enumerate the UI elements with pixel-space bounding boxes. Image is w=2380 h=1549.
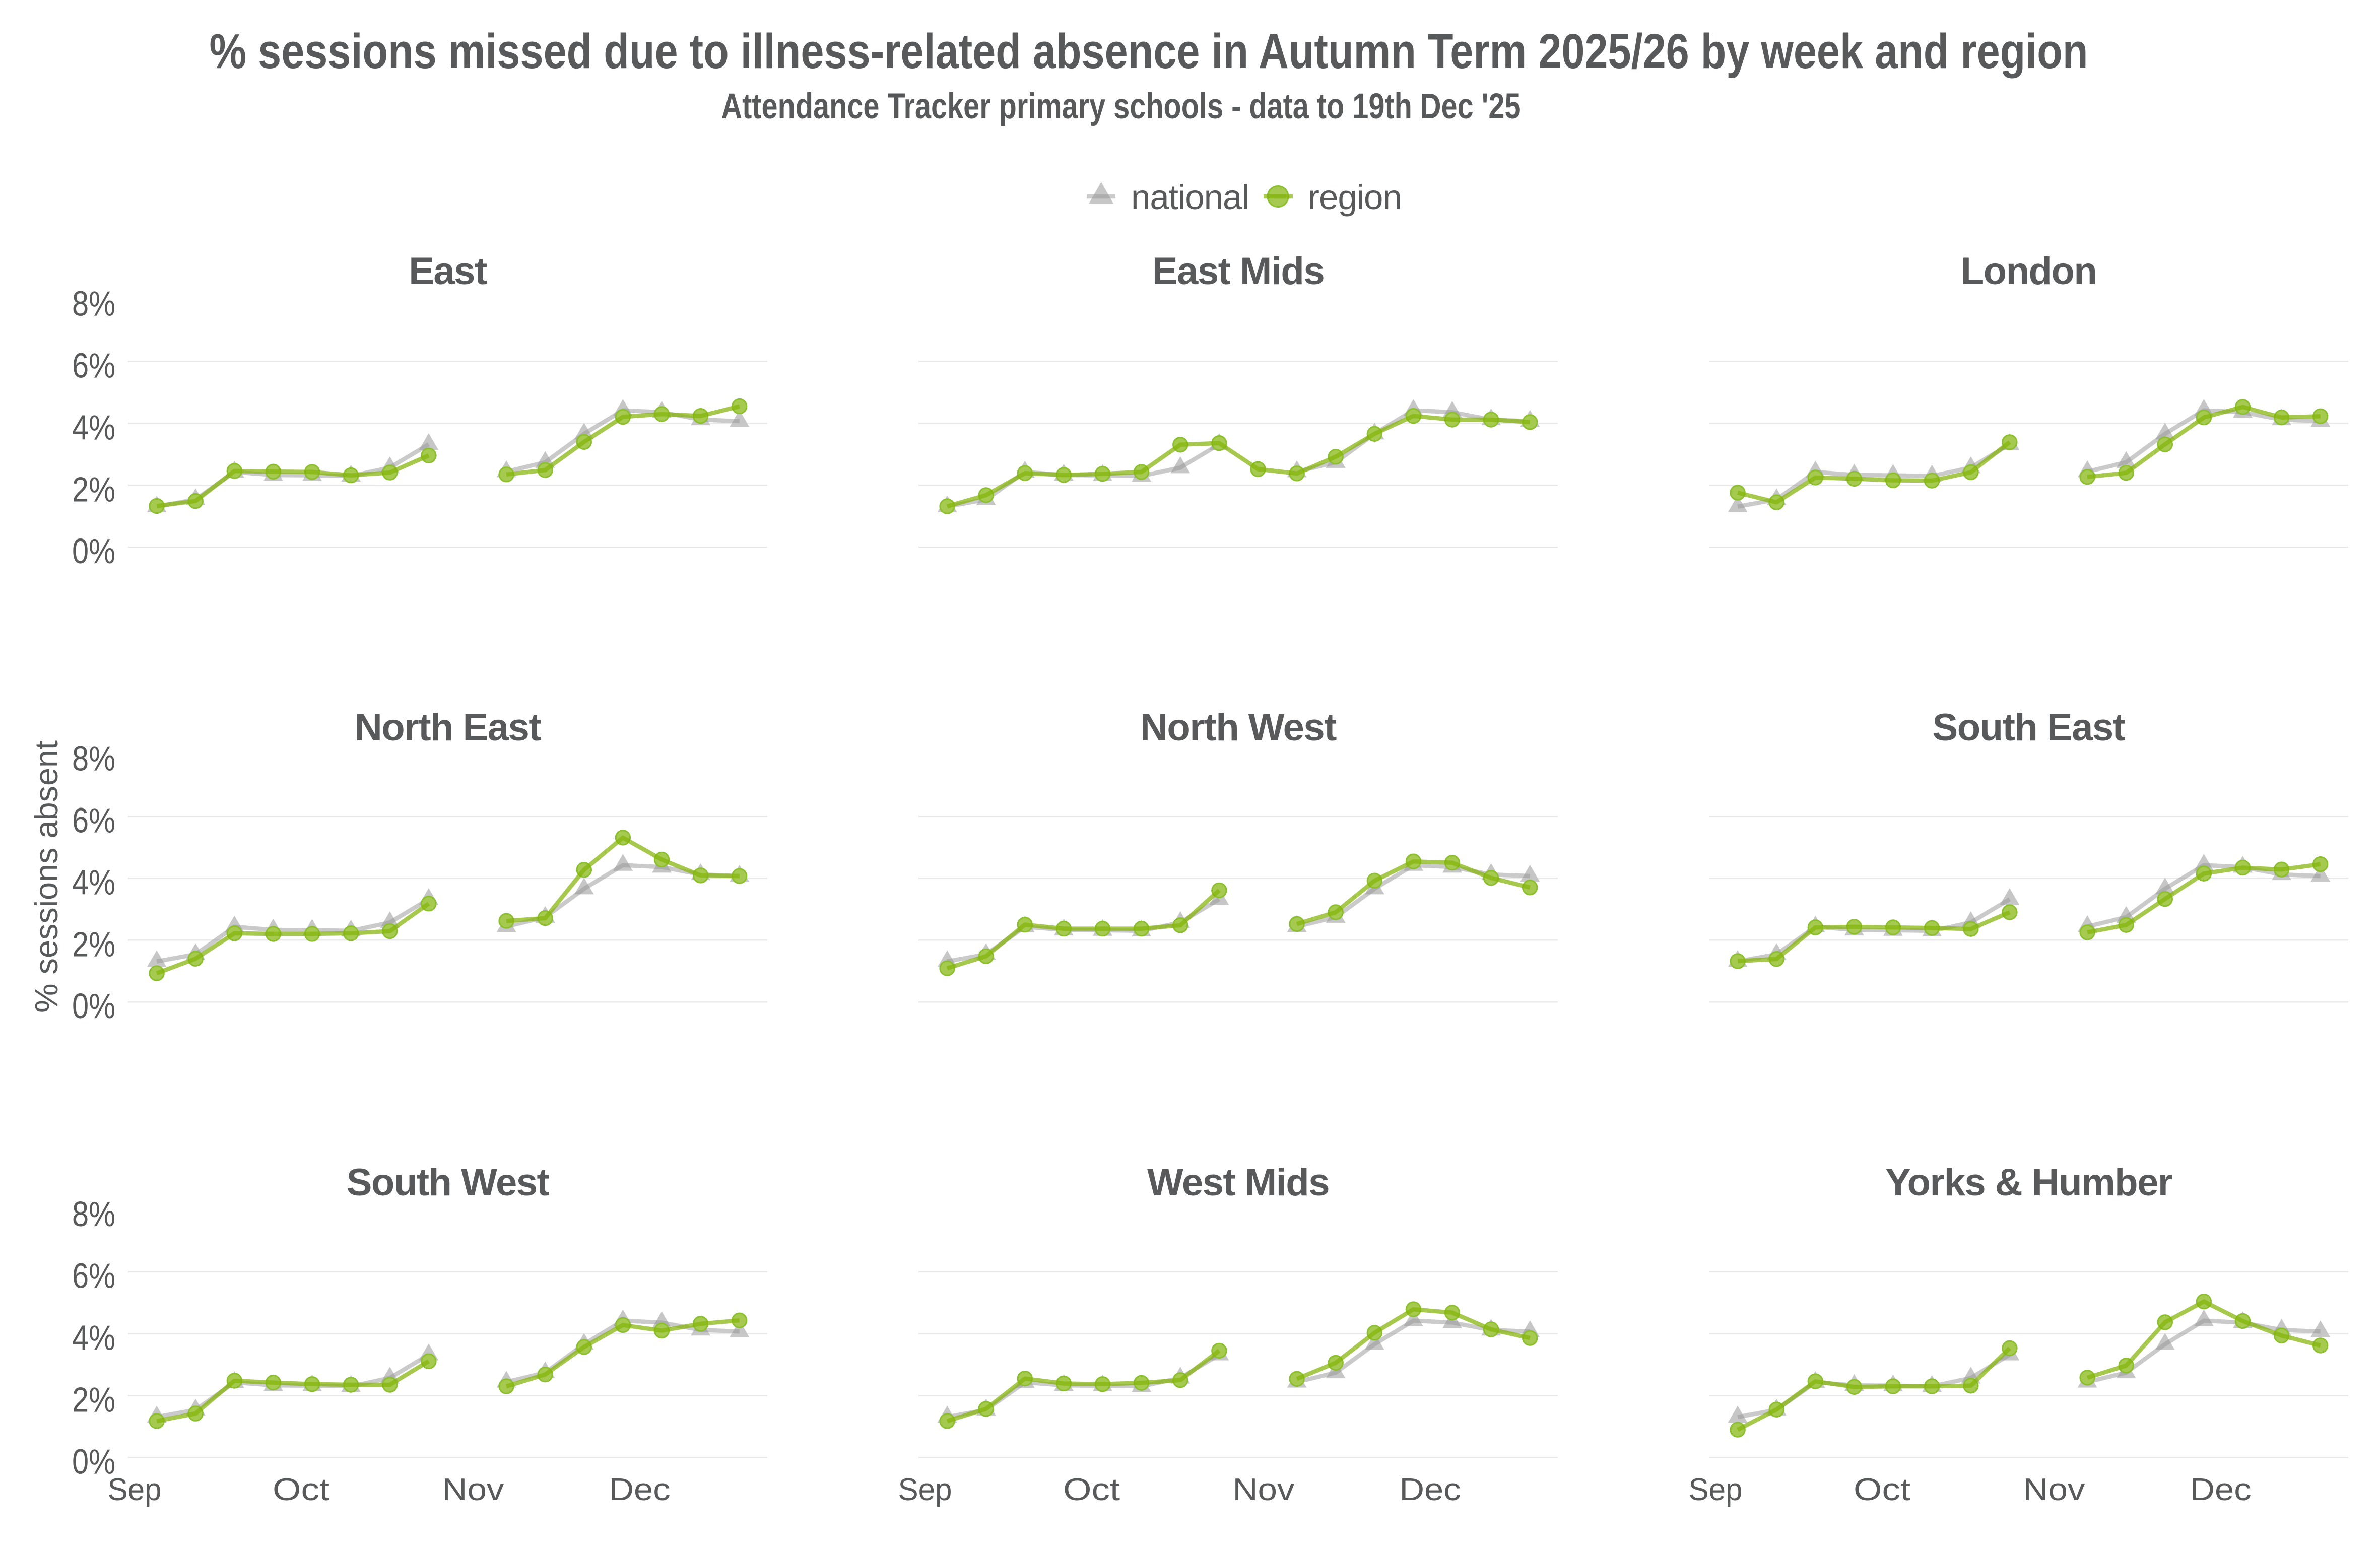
svg-text:Dec: Dec — [609, 1472, 671, 1507]
svg-text:Dec: Dec — [2190, 1472, 2252, 1507]
svg-text:Oct: Oct — [273, 1472, 329, 1507]
svg-text:8%: 8% — [72, 284, 115, 323]
svg-text:East: East — [409, 250, 487, 293]
svg-text:8%: 8% — [72, 739, 115, 778]
svg-text:4%: 4% — [72, 1318, 115, 1358]
svg-text:national: national — [1131, 178, 1249, 217]
svg-text:% sessions missed due to illne: % sessions missed due to illness-related… — [210, 24, 2088, 79]
svg-text:2%: 2% — [72, 1380, 115, 1420]
svg-text:Sep: Sep — [1689, 1472, 1743, 1507]
svg-text:% sessions absent: % sessions absent — [28, 740, 64, 1013]
svg-text:Dec: Dec — [1400, 1472, 1461, 1507]
svg-text:Nov: Nov — [442, 1472, 504, 1507]
svg-text:North East: North East — [355, 706, 541, 749]
svg-text:East Mids: East Mids — [1152, 250, 1324, 293]
svg-text:Sep: Sep — [108, 1472, 162, 1507]
svg-text:South East: South East — [1933, 706, 2126, 749]
svg-text:4%: 4% — [72, 408, 115, 447]
svg-text:Sep: Sep — [898, 1472, 952, 1507]
svg-text:region: region — [1308, 178, 1402, 217]
svg-text:Oct: Oct — [1063, 1472, 1120, 1507]
svg-text:Yorks & Humber: Yorks & Humber — [1885, 1161, 2172, 1204]
svg-text:6%: 6% — [72, 1256, 115, 1296]
svg-text:0%: 0% — [72, 986, 115, 1026]
svg-text:6%: 6% — [72, 801, 115, 840]
svg-text:West Mids: West Mids — [1147, 1161, 1329, 1204]
svg-text:8%: 8% — [72, 1194, 115, 1234]
svg-text:2%: 2% — [72, 924, 115, 964]
svg-text:2%: 2% — [72, 469, 115, 509]
svg-text:0%: 0% — [72, 531, 115, 571]
svg-text:Nov: Nov — [2023, 1472, 2085, 1507]
svg-text:6%: 6% — [72, 346, 115, 385]
svg-text:Nov: Nov — [1233, 1472, 1295, 1507]
svg-text:Oct: Oct — [1854, 1472, 1910, 1507]
svg-text:4%: 4% — [72, 862, 115, 902]
svg-text:Attendance Tracker primary sch: Attendance Tracker primary schools - dat… — [721, 87, 1521, 126]
svg-text:South West: South West — [347, 1161, 550, 1204]
svg-text:North West: North West — [1140, 706, 1337, 749]
svg-text:London: London — [1961, 250, 2097, 293]
svg-text:0%: 0% — [72, 1442, 115, 1481]
